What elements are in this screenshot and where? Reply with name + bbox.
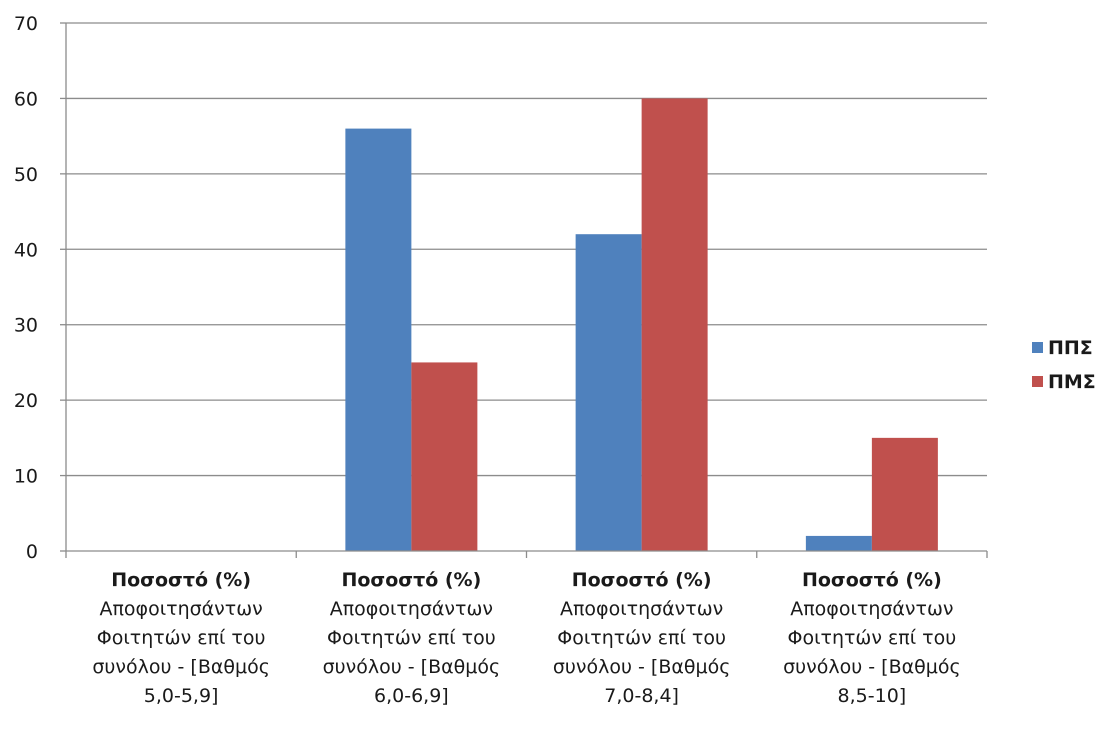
bars xyxy=(345,98,938,551)
x-category-label-line: Φοιτητών επί του xyxy=(327,627,496,649)
legend-swatch-ppc xyxy=(1032,342,1043,353)
axes xyxy=(65,23,988,558)
y-tick-label-0: 0 xyxy=(26,541,38,563)
x-category-label-line: συνόλου - [Βαθμός xyxy=(552,656,731,678)
x-category-label-line: συνόλου - [Βαθμός xyxy=(783,656,961,678)
x-category-label-line: 6,0-6,9] xyxy=(374,685,449,707)
x-category-label-line: Ποσοστό (%) xyxy=(341,569,482,591)
bar-ppc-cat2 xyxy=(345,128,412,551)
y-axis-ticks: 0 10 20 30 40 50 60 70 xyxy=(14,13,66,563)
x-category-label-line: συνόλου - [Βαθμός xyxy=(92,656,270,678)
x-category-label-1: Ποσοστό (%) Αποφοιτησάντων Φοιτητών επί το… xyxy=(67,566,296,711)
bar-pms-cat3 xyxy=(641,98,708,551)
y-tick-label-50: 50 xyxy=(14,164,38,186)
x-category-label-line: Φοιτητών επί του xyxy=(557,627,726,649)
y-tick-label-20: 20 xyxy=(14,390,38,412)
x-category-label-line: Αποφοιτησάντων xyxy=(99,598,263,620)
x-category-label-3: Ποσοστό (%) Αποφοιτησάντων Φοιτητών επί το… xyxy=(527,566,756,711)
y-tick-label-40: 40 xyxy=(14,239,38,261)
gridlines xyxy=(66,22,987,477)
y-tick-label-70: 70 xyxy=(14,13,38,35)
x-category-label-line: 7,0-8,4] xyxy=(604,685,679,707)
x-category-label-line: Αποφοιτησάντων xyxy=(790,598,954,620)
legend-label-pms: ΠΜΣ xyxy=(1048,370,1096,393)
x-category-label-line: Φοιτητών επί του xyxy=(787,627,957,649)
x-category-label-line: Ποσοστό (%) xyxy=(571,569,712,591)
legend-label-ppc: ΠΠΣ xyxy=(1048,336,1093,359)
legend-item-ppc: ΠΠΣ xyxy=(1032,333,1096,362)
x-category-label-line: Αποφοιτησάντων xyxy=(559,598,724,620)
legend: ΠΠΣ ΠΜΣ xyxy=(1032,333,1096,401)
x-category-label-4: Ποσοστό (%) Αποφοιτησάντων Φοιτητών επί το… xyxy=(757,566,986,711)
x-category-label-line: 5,0-5,9] xyxy=(143,685,219,707)
legend-item-pms: ΠΜΣ xyxy=(1032,367,1096,396)
x-category-label-line: 8,5-10] xyxy=(837,685,907,707)
x-category-label-line: Αποφοιτησάντων xyxy=(329,598,494,620)
x-category-label-2: Ποσοστό (%) Αποφοιτησάντων Φοιτητών επί το… xyxy=(297,566,526,711)
y-tick-label-10: 10 xyxy=(14,466,38,488)
x-category-label-line: Φοιτητών επί του xyxy=(96,627,266,649)
bar-pms-cat2 xyxy=(411,362,478,551)
bar-pms-cat4 xyxy=(871,437,938,551)
bar-ppc-cat4 xyxy=(805,535,872,551)
x-category-label-line: συνόλου - [Βαθμός xyxy=(322,656,501,678)
x-category-label-line: Ποσοστό (%) xyxy=(801,569,942,591)
bar-ppc-cat3 xyxy=(575,234,642,551)
legend-swatch-pms xyxy=(1032,376,1043,387)
x-category-label-line: Ποσοστό (%) xyxy=(111,569,252,591)
y-tick-label-30: 30 xyxy=(14,315,38,337)
y-tick-label-60: 60 xyxy=(14,88,38,110)
